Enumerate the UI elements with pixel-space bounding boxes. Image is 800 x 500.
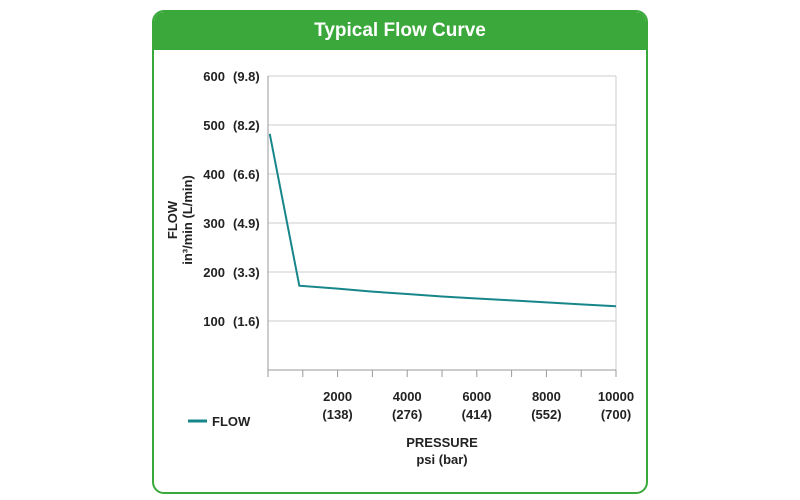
- data-point: [406, 293, 408, 295]
- x-tick-label-secondary: (552): [531, 407, 561, 422]
- data-point: [337, 288, 339, 290]
- legend-label: FLOW: [212, 414, 251, 429]
- y-tick-label: 200: [203, 265, 225, 280]
- data-point: [269, 133, 271, 135]
- data-point: [511, 299, 513, 301]
- chart-panel: Typical Flow Curve: [152, 10, 648, 494]
- x-tick-label: 8000: [532, 389, 561, 404]
- y-axis-title: FLOW: [165, 200, 180, 239]
- flow-series-line: [268, 133, 617, 308]
- data-point: [476, 297, 478, 299]
- data-point: [298, 285, 300, 287]
- data-point: [441, 296, 443, 298]
- y-tick-label: 300: [203, 216, 225, 231]
- y-tick-label-secondary: (9.8): [233, 69, 260, 84]
- y-tick-label: 100: [203, 314, 225, 329]
- y-tick-label-secondary: (3.3): [233, 265, 260, 280]
- chart-title: Typical Flow Curve: [154, 12, 646, 50]
- x-tick-label-secondary: (276): [392, 407, 422, 422]
- data-point: [371, 291, 373, 293]
- x-tick-label: 2000: [323, 389, 352, 404]
- x-tick-label: 4000: [393, 389, 422, 404]
- y-tick-label-secondary: (8.2): [233, 118, 260, 133]
- x-axis-units: psi (bar): [416, 452, 467, 467]
- data-point: [580, 303, 582, 305]
- data-point: [615, 305, 617, 307]
- y-axis-units: in³/min (L/min): [180, 175, 195, 265]
- x-tick-label: 6000: [462, 389, 491, 404]
- y-tick-label-secondary: (4.9): [233, 216, 260, 231]
- data-point: [545, 301, 547, 303]
- x-axis-title: PRESSURE: [406, 435, 478, 450]
- y-tick-label: 500: [203, 118, 225, 133]
- x-tick-label: 10000: [598, 389, 634, 404]
- y-tick-label-secondary: (6.6): [233, 167, 260, 182]
- y-tick-label: 400: [203, 167, 225, 182]
- x-tick-label-secondary: (414): [462, 407, 492, 422]
- y-tick-label-secondary: (1.6): [233, 314, 260, 329]
- x-tick-label-secondary: (700): [601, 407, 631, 422]
- y-tick-label: 600: [203, 69, 225, 84]
- x-tick-label-secondary: (138): [322, 407, 352, 422]
